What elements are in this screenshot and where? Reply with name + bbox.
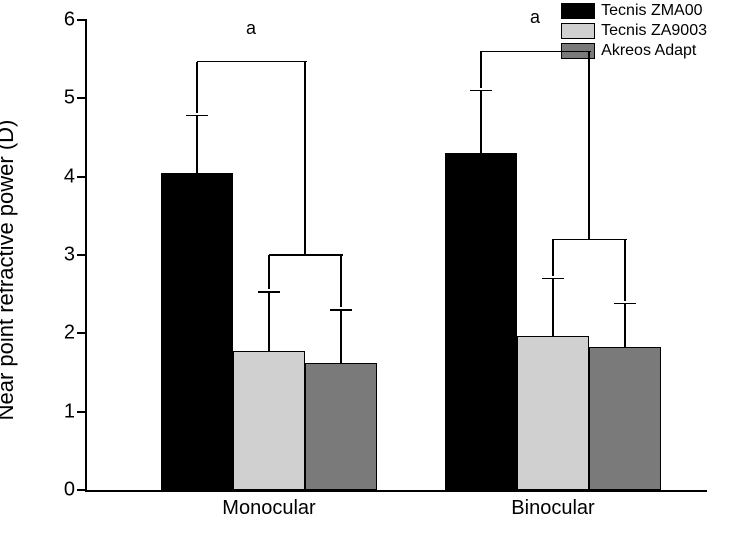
legend-item: Tecnis ZA9003	[561, 22, 707, 40]
legend-swatch	[561, 3, 595, 19]
y-tick-label: 3	[47, 244, 75, 267]
legend: Tecnis ZMA00 Tecnis ZA9003 Akreos Adapt	[561, 2, 707, 62]
error-cap	[542, 278, 564, 280]
y-tick	[77, 176, 87, 178]
y-tick	[77, 254, 87, 256]
legend-label: Akreos Adapt	[601, 42, 696, 60]
error-bar	[552, 279, 554, 336]
error-bar	[340, 310, 342, 363]
chart-container: Near point refractive power (D) Tecnis Z…	[0, 0, 737, 539]
y-tick-label: 4	[47, 165, 75, 188]
category-label: Binocular	[511, 497, 594, 520]
error-bar	[268, 292, 270, 351]
significance-line	[268, 255, 270, 289]
y-tick-label: 0	[47, 479, 75, 502]
y-tick	[77, 19, 87, 21]
error-bar	[480, 91, 482, 154]
legend-swatch	[561, 23, 595, 39]
bar	[161, 173, 233, 490]
bar	[517, 336, 589, 490]
significance-label: a	[246, 18, 256, 39]
error-cap	[258, 291, 280, 293]
significance-line	[481, 51, 591, 53]
plot-area: Tecnis ZMA00Tecnis ZA9003Akreos Adapt 01…	[85, 20, 707, 492]
significance-line	[552, 239, 554, 275]
legend-label: Tecnis ZA9003	[601, 22, 707, 40]
y-tick-label: 1	[47, 400, 75, 423]
error-bar	[196, 116, 198, 173]
category-label: Monocular	[222, 497, 315, 520]
significance-label: a	[530, 7, 540, 28]
y-tick	[77, 332, 87, 334]
error-cap	[470, 90, 492, 92]
bar	[445, 153, 517, 490]
error-cap	[614, 303, 636, 305]
significance-line	[553, 239, 627, 241]
error-cap	[186, 115, 208, 117]
legend-item: Tecnis ZMA00	[561, 2, 707, 20]
significance-line	[269, 254, 343, 256]
significance-line	[197, 61, 307, 63]
significance-line	[304, 62, 306, 255]
significance-line	[340, 255, 342, 307]
y-tick	[77, 489, 87, 491]
significance-line	[196, 62, 198, 113]
bar	[233, 351, 305, 490]
y-axis-title: Near point refractive power (D)	[0, 119, 19, 420]
bar	[589, 347, 661, 490]
error-cap	[330, 309, 352, 311]
y-tick	[77, 411, 87, 413]
significance-line	[480, 51, 482, 87]
y-tick-label: 5	[47, 87, 75, 110]
significance-line	[588, 51, 590, 239]
bar	[305, 363, 377, 490]
significance-line	[624, 239, 626, 300]
legend-label: Tecnis ZMA00	[601, 2, 702, 20]
y-tick-label: 6	[47, 9, 75, 32]
y-tick	[77, 97, 87, 99]
error-bar	[624, 304, 626, 347]
y-tick-label: 2	[47, 322, 75, 345]
